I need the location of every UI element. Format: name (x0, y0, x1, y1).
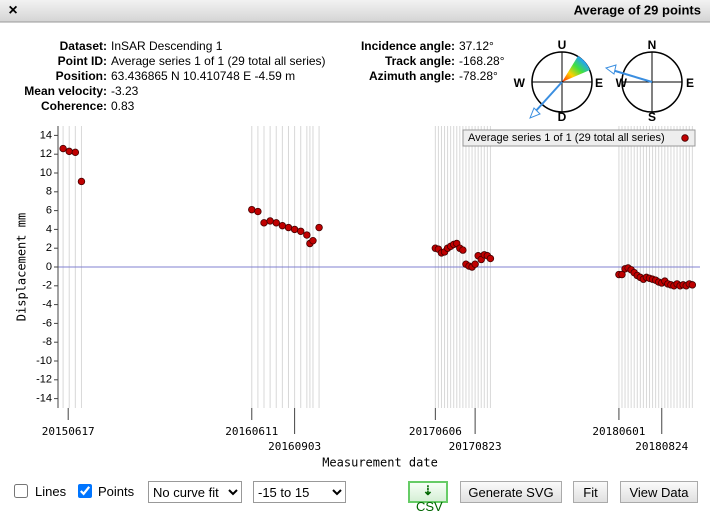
compass-label: S (648, 110, 656, 124)
info-value: InSAR Descending 1 (111, 39, 223, 53)
points-checkbox[interactable] (78, 484, 92, 498)
x-tick-label: 20160903 (268, 440, 321, 453)
x-tick-label: 20150617 (42, 425, 95, 438)
compass-label: E (686, 76, 694, 90)
data-point (272, 219, 280, 227)
info-value: 37.12° (459, 39, 494, 53)
range-select[interactable]: -15 to 15 (253, 481, 346, 503)
data-point (266, 217, 274, 225)
data-point (303, 231, 311, 239)
info-value: 63.436865 N 10.410748 E -4.59 m (111, 69, 295, 83)
legend-label: Average series 1 of 1 (29 total all seri… (468, 132, 665, 144)
x-tick-label: 20170606 (409, 425, 462, 438)
y-tick-label: 2 (46, 242, 52, 254)
curve-fit-select[interactable]: No curve fit (148, 481, 242, 503)
data-point (248, 205, 256, 214)
info-label: Track angle: (385, 54, 455, 68)
data-point (260, 219, 268, 227)
csv-button[interactable]: ⇣ CSV (408, 481, 448, 514)
title-bar (0, 0, 710, 22)
x-tick-label: 20170823 (449, 440, 502, 453)
x-tick-label: 20160611 (225, 425, 278, 438)
info-value: -3.23 (111, 84, 139, 98)
data-point (309, 236, 317, 245)
data-point (65, 147, 73, 156)
x-tick-label: 20180824 (635, 440, 688, 453)
data-point (284, 223, 293, 232)
x-axis-label: Measurement date (322, 456, 438, 470)
y-tick-label: 4 (46, 223, 52, 235)
y-axis-label: Displacement mm (15, 213, 29, 321)
y-tick-label: -14 (36, 393, 52, 405)
heading-compass: N S W E (604, 38, 694, 124)
plot: -14 -12 -10 -8 -6 -4 -2 0 2 4 6 8 10 12 14 20150617 2016… (36, 126, 700, 453)
info-value: -78.28° (459, 69, 498, 83)
compass-label: E (595, 76, 603, 90)
data-point (297, 227, 305, 235)
legend-marker (681, 134, 689, 142)
info-label: Dataset: (60, 39, 107, 53)
lines-label[interactable]: Lines (35, 484, 67, 499)
info-value: -168.28° (459, 54, 505, 68)
x-tick-label: 20180601 (592, 425, 645, 438)
data-point (471, 260, 479, 268)
y-tick-label: -4 (42, 299, 52, 311)
look-compass: U D W E (514, 38, 603, 124)
compass-label: U (558, 38, 567, 52)
compass-label: W (616, 76, 628, 90)
y-tick-label: 12 (40, 148, 52, 160)
compass-label: D (558, 110, 567, 124)
data-point (459, 246, 467, 254)
info-label: Incidence angle: (361, 39, 455, 53)
data-point (59, 144, 67, 153)
controls: Lines Points No curve fit -15 to 15 ⇣ CS… (0, 476, 710, 514)
button-label: CSV (416, 499, 443, 514)
lines-checkbox[interactable] (14, 484, 28, 498)
data-point (688, 281, 697, 289)
data-point (71, 148, 80, 157)
view-data-button[interactable]: View Data (620, 481, 698, 503)
data-point (254, 207, 262, 216)
y-tick-label: -8 (42, 336, 52, 348)
compass-label: N (648, 38, 657, 52)
data-point (486, 254, 495, 263)
y-tick-label: 0 (46, 261, 52, 273)
info-label: Position: (56, 69, 107, 83)
compass-label: W (514, 76, 526, 90)
y-tick-label: 8 (46, 186, 52, 198)
y-tick-label: -6 (42, 317, 52, 329)
window-title: Average of 29 points (574, 2, 701, 17)
y-tick-label: 14 (40, 129, 52, 141)
y-tick-label: -2 (42, 280, 52, 292)
info-panel: Dataset: InSAR Descending 1 Point ID: Avera… (24, 39, 504, 113)
data-point (315, 223, 323, 232)
chart-window: × Average of 29 points Dataset: InSAR Des… (0, 0, 710, 470)
info-label: Point ID: (58, 54, 107, 68)
generate-svg-button[interactable]: Generate SVG (460, 481, 562, 503)
y-tick-label: -10 (36, 355, 52, 367)
data-point (290, 225, 299, 234)
data-point (618, 270, 626, 279)
info-label: Coherence: (41, 99, 107, 113)
y-tick-label: -12 (36, 374, 52, 386)
data-point (77, 177, 86, 186)
y-tick-label: 6 (46, 205, 52, 217)
legend-box (462, 129, 696, 147)
info-value: 0.83 (111, 99, 135, 113)
info-label: Mean velocity: (24, 84, 107, 98)
info-label: Azimuth angle: (369, 69, 455, 83)
close-button[interactable]: × (8, 2, 17, 19)
fit-button[interactable]: Fit (573, 481, 608, 503)
info-value: Average series 1 of 1 (29 total all seri… (111, 54, 326, 68)
data-point (278, 221, 287, 230)
points-label[interactable]: Points (98, 484, 135, 499)
y-tick-label: 10 (40, 167, 52, 179)
